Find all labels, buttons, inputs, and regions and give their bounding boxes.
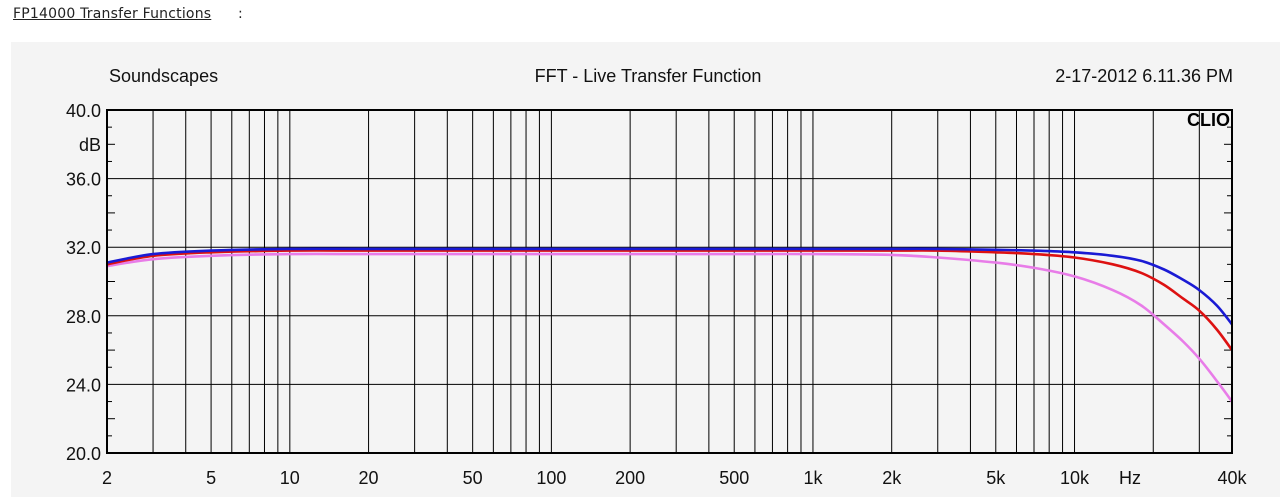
series-line (106, 252, 1234, 403)
x-tick-label: 1k (803, 468, 823, 488)
y-tick-label: 28.0 (66, 307, 101, 327)
x-tick-label: 10 (280, 468, 300, 488)
y-tick-label: 36.0 (66, 170, 101, 190)
x-tick-label: 500 (719, 468, 749, 488)
grid-lines (107, 110, 1232, 453)
x-tick-label: 200 (615, 468, 645, 488)
chart-date: 2-17-2012 6.11.36 PM (1055, 66, 1233, 86)
x-tick-label: 2k (882, 468, 902, 488)
header-colon: : (238, 6, 243, 22)
series-lines (106, 247, 1234, 403)
y-tick-label: 40.0 (66, 101, 101, 121)
series-line (106, 249, 1234, 351)
x-tick-label: 2 (102, 468, 112, 488)
y-tick-label: 32.0 (66, 238, 101, 258)
y-unit-label: dB (79, 135, 101, 155)
x-tick-label: 5 (206, 468, 216, 488)
x-tick-label: 20 (359, 468, 379, 488)
x-unit-label: Hz (1119, 468, 1141, 488)
chart-title: FFT - Live Transfer Function (535, 66, 762, 86)
x-tick-label: 40k (1217, 468, 1247, 488)
transfer-functions-link[interactable]: FP14000 Transfer Functions (13, 6, 212, 22)
series-line (106, 247, 1234, 326)
transfer-function-chart: Soundscapes FFT - Live Transfer Function… (66, 66, 1248, 488)
x-tick-labels: 2 5 10 20 50 100 200 500 1k 2k 5k 10k 40k (102, 468, 1248, 488)
y-tick-label: 20.0 (66, 444, 101, 464)
x-tick-label: 100 (536, 468, 566, 488)
y-tick-labels: 40.0 36.0 32.0 28.0 24.0 20.0 (66, 101, 101, 464)
x-tick-label: 10k (1060, 468, 1090, 488)
x-tick-label: 5k (986, 468, 1006, 488)
chart-panel: Soundscapes FFT - Live Transfer Function… (11, 42, 1280, 497)
clio-watermark: CLIO (1187, 110, 1230, 130)
x-tick-label: 50 (463, 468, 483, 488)
plot-frame (106, 109, 1233, 454)
chart-left-label: Soundscapes (109, 66, 218, 86)
minor-ticks (107, 126, 1232, 437)
y-tick-label: 24.0 (66, 375, 101, 395)
